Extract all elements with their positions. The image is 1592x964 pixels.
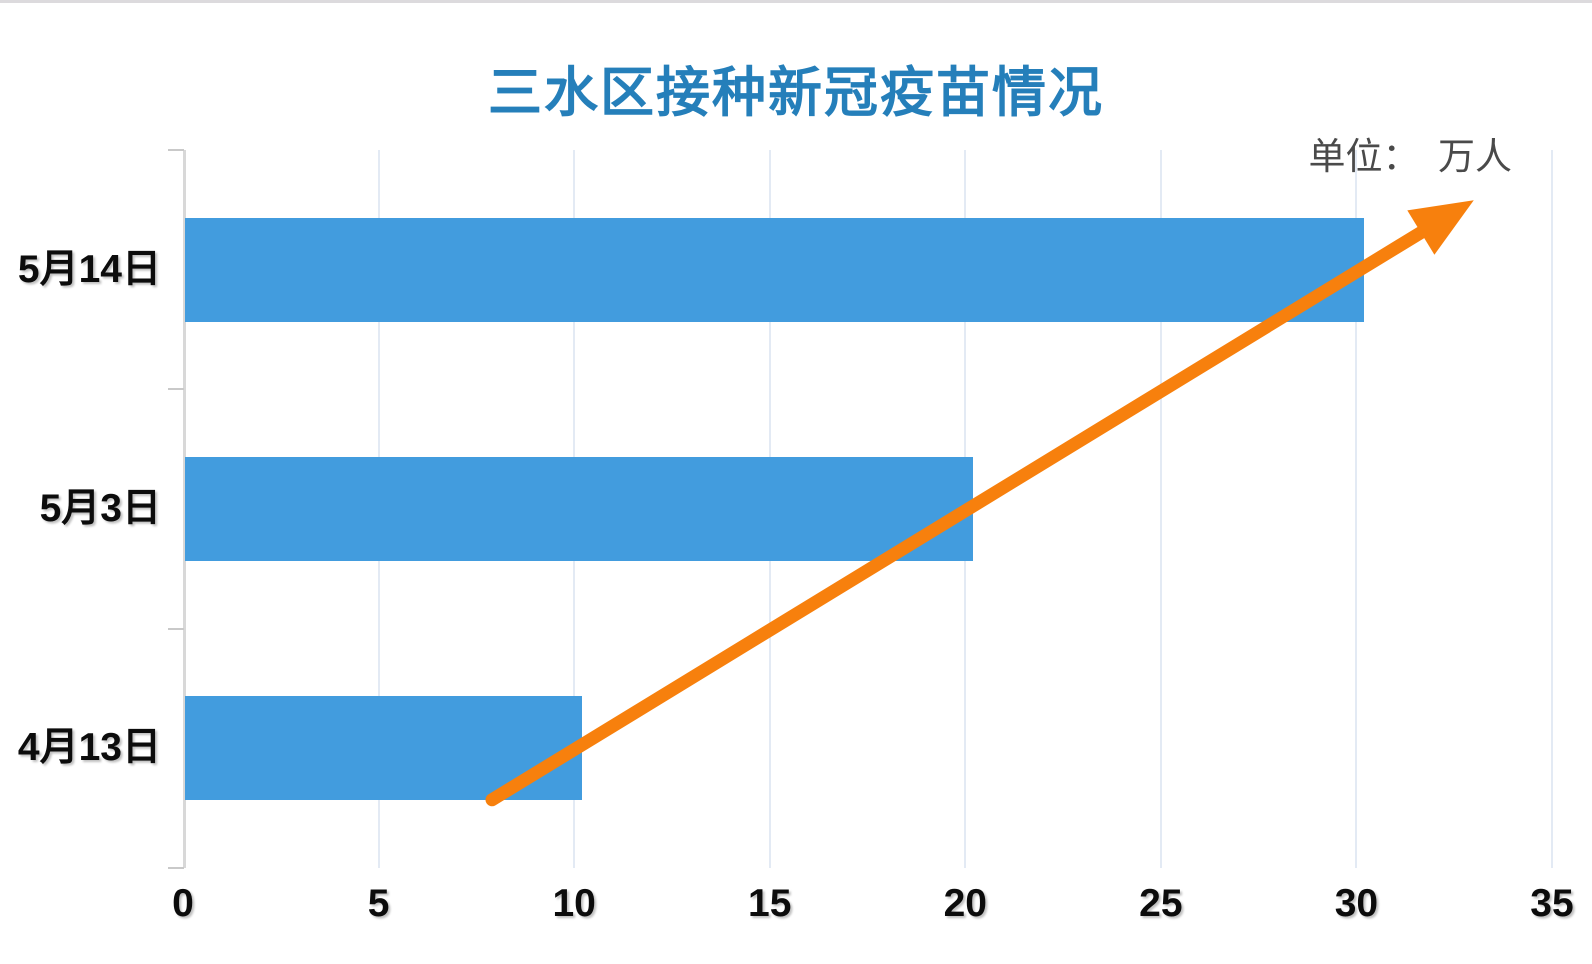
x-tick-label: 20 xyxy=(943,882,987,925)
axis-tick xyxy=(168,149,184,151)
y-category-label: 4月13日 xyxy=(17,726,161,770)
x-tick-label: 35 xyxy=(1530,882,1574,925)
x-tick-label: 0 xyxy=(172,882,194,925)
x-tick-label: 10 xyxy=(552,882,596,925)
x-tick-label: 5 xyxy=(367,882,390,925)
unit-label: 单位： 万人 xyxy=(1308,137,1513,178)
axis-tick xyxy=(168,388,184,391)
bar-1 xyxy=(185,457,974,561)
axis-tick xyxy=(168,867,184,869)
gridline xyxy=(1551,150,1553,868)
x-tick-label: 15 xyxy=(748,882,792,925)
axis-tick xyxy=(168,627,184,630)
bar-0 xyxy=(185,217,1365,322)
y-category-label: 5月3日 xyxy=(39,487,161,530)
top-border-strip xyxy=(0,0,1592,3)
chart-title: 三水区接种新冠疫苗情况 xyxy=(488,63,1104,123)
x-tick-label: 30 xyxy=(1334,882,1379,925)
y-axis-line xyxy=(183,150,186,868)
x-tick-label: 25 xyxy=(1139,882,1183,925)
y-category-label: 5月14日 xyxy=(17,247,161,291)
bar-2 xyxy=(185,696,582,801)
